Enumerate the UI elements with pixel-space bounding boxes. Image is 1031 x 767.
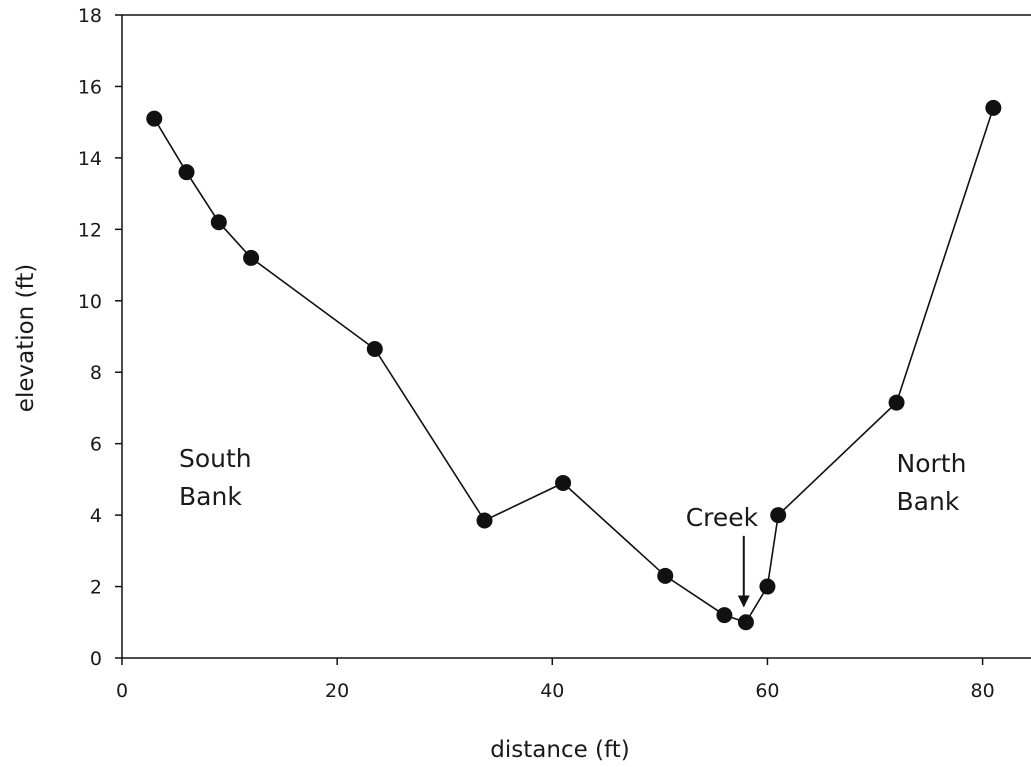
annotation-bank-label: Bank [897,487,960,516]
y-tick-label: 8 [90,362,102,384]
data-point [210,214,227,231]
y-axis-title: elevation (ft) [13,264,39,412]
data-point [555,474,572,491]
data-point [759,578,776,595]
data-point [770,507,787,524]
y-tick-label: 0 [90,648,102,670]
data-point [985,99,1002,116]
data-point [178,164,195,181]
annotation-creek-label: Creek [686,503,759,532]
data-point [366,341,383,358]
x-tick-label: 0 [116,680,128,702]
y-tick-label: 16 [78,76,102,98]
annotation-south-label: South [179,444,252,473]
data-point [737,614,754,631]
annotation-bank-label: Bank [179,482,242,511]
data-point [657,567,674,584]
x-tick-label: 20 [325,680,349,702]
y-tick-label: 6 [90,434,102,456]
x-tick-label: 80 [970,680,994,702]
data-point [716,607,733,624]
data-point [243,249,260,266]
data-point [476,512,493,529]
x-tick-label: 40 [540,680,564,702]
x-tick-label: 60 [755,680,779,702]
y-tick-label: 2 [90,577,102,599]
y-tick-label: 18 [78,5,102,27]
annotation-north-label: North [897,449,967,478]
axes: 0 2 4 6 8 10 12 14 16 18 0 20 40 60 80 [78,5,1031,702]
y-tick-label: 10 [78,291,102,313]
data-point [888,394,905,411]
y-tick-label: 12 [78,219,102,241]
y-tick-label: 14 [78,148,102,170]
y-tick-label: 4 [90,505,102,527]
annotation-layer: South Bank North Bank Creek [179,444,967,608]
x-axis-title: distance (ft) [490,737,629,763]
data-point [146,110,163,127]
series-line [153,107,995,624]
series-layer [146,99,1002,631]
